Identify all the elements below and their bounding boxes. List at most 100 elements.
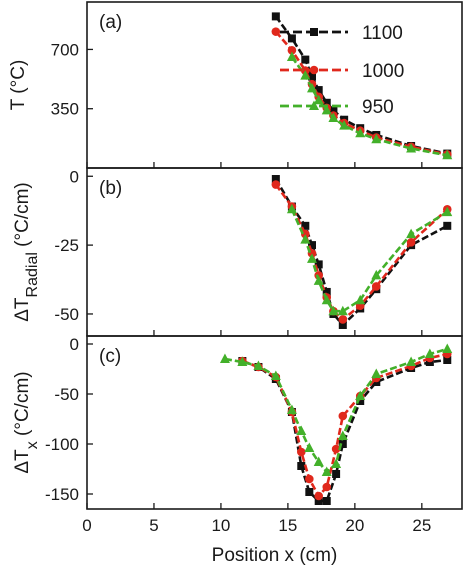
data-point	[331, 444, 341, 454]
data-point	[355, 294, 366, 305]
data-point	[338, 320, 347, 329]
data-point	[287, 34, 296, 43]
data-point	[286, 404, 297, 414]
x-tick-label: 20	[345, 516, 364, 535]
data-point	[305, 474, 314, 484]
y-tick-label: 0	[70, 335, 79, 354]
data-point	[332, 470, 341, 478]
data-point	[328, 112, 339, 123]
data-point	[442, 149, 453, 160]
data-point	[308, 241, 316, 250]
data-point	[371, 133, 382, 144]
series-950	[286, 51, 453, 160]
data-point	[322, 482, 332, 492]
data-point	[304, 442, 315, 452]
data-point	[355, 127, 366, 138]
y-tick-label: -150	[45, 485, 79, 504]
y-tick-label: -50	[54, 305, 79, 324]
data-point	[406, 356, 417, 366]
data-point	[406, 143, 417, 153]
x-tick-label: 10	[211, 516, 230, 535]
data-point	[286, 51, 297, 62]
x-axis-label: Position x (cm)	[212, 545, 338, 566]
data-point	[300, 70, 311, 80]
data-point	[271, 12, 280, 21]
y-axis-label: T (°C)	[8, 60, 29, 111]
data-point	[296, 425, 307, 435]
data-point	[322, 497, 331, 505]
y-tick-label: -25	[54, 236, 79, 255]
data-point	[424, 348, 435, 358]
panel-label: (b)	[99, 178, 122, 199]
data-point	[406, 228, 417, 239]
data-point	[297, 462, 306, 470]
data-point	[321, 104, 332, 115]
data-point	[328, 305, 339, 316]
panel-label: (c)	[99, 346, 121, 367]
data-point	[322, 287, 331, 296]
series-950	[286, 203, 453, 316]
legend-marker	[310, 28, 318, 36]
data-point	[337, 430, 348, 440]
legend: 1100 1000 950	[280, 23, 404, 118]
data-point	[287, 45, 297, 55]
y-axis-label: ΔTx (°C/cm)	[12, 371, 41, 473]
x-tick-label: 15	[278, 516, 297, 535]
data-point	[355, 390, 366, 400]
data-point	[314, 86, 323, 95]
data-point	[329, 106, 338, 115]
panel-label: (a)	[99, 12, 122, 33]
panel-frame	[86, 167, 463, 337]
data-point	[337, 305, 348, 316]
chart-panel-1: 350 700 (a) T (°C) 1100 1000 950	[8, 1, 463, 169]
data-point	[296, 447, 306, 457]
data-point	[339, 120, 350, 130]
data-point	[314, 260, 323, 269]
series-1000	[238, 349, 452, 501]
data-point	[314, 491, 323, 501]
data-point	[371, 368, 382, 378]
data-point	[442, 343, 453, 353]
data-point	[406, 238, 416, 247]
chart-panel-2: 0 -25 -50 (b) ΔTRadial (°C/cm)	[12, 167, 463, 337]
data-point	[321, 466, 332, 476]
legend-label: 1100	[362, 23, 403, 44]
series-950	[219, 343, 453, 476]
panel-frame	[86, 335, 463, 510]
data-point	[321, 294, 332, 305]
data-point	[443, 221, 452, 230]
data-point	[307, 82, 317, 93]
data-point	[301, 221, 310, 230]
data-point	[331, 458, 342, 468]
data-point	[313, 94, 324, 105]
y-tick-label: 700	[51, 40, 79, 59]
legend-label: 1000	[362, 61, 404, 82]
data-point	[338, 440, 347, 448]
data-point	[356, 397, 365, 405]
data-point	[371, 282, 381, 291]
data-point	[219, 353, 230, 363]
y-tick-label: -50	[54, 385, 79, 404]
data-point	[271, 180, 281, 189]
y-tick-label: -100	[45, 435, 79, 454]
legend-marker	[309, 100, 319, 110]
data-point	[300, 234, 311, 244]
series-line	[224, 347, 448, 474]
data-point	[314, 497, 323, 505]
data-point	[286, 203, 297, 214]
x-tick-label: 25	[412, 516, 431, 535]
data-point	[338, 411, 348, 421]
series-1000	[271, 27, 452, 159]
y-tick-label: 350	[51, 100, 79, 119]
data-point	[237, 356, 248, 366]
data-point	[271, 27, 281, 36]
y-axis-label: ΔTRadial (°C/cm)	[12, 182, 41, 322]
data-point	[271, 175, 280, 184]
data-point	[371, 269, 382, 280]
legend-marker	[309, 65, 319, 75]
data-point	[443, 356, 452, 364]
data-point	[301, 55, 310, 64]
data-point	[308, 72, 316, 81]
